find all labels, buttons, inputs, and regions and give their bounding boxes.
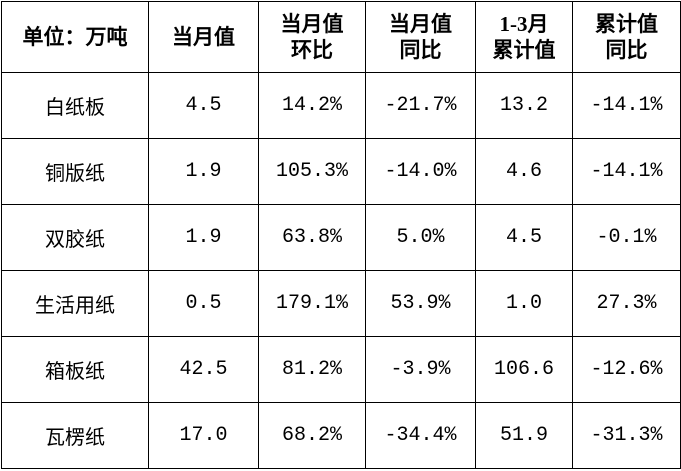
data-cell: 81.2%: [258, 336, 366, 403]
data-cell: 4.5: [148, 72, 259, 139]
table-row: 铜版纸 1.9 105.3% -14.0% 4.6 -14.1%: [1, 138, 681, 205]
header-text: 当月值: [280, 12, 344, 36]
table-row: 箱板纸 42.5 81.2% -3.9% 106.6 -12.6%: [1, 336, 681, 403]
header-cell: 当月值 同比: [365, 1, 476, 73]
data-cell: -34.4%: [365, 402, 476, 469]
data-cell: -14.0%: [365, 138, 476, 205]
data-cell: 105.3%: [258, 138, 366, 205]
table-row: 瓦楞纸 17.0 68.2% -34.4% 51.9 -31.3%: [1, 402, 681, 469]
row-label: 白纸板: [1, 72, 149, 139]
data-cell: 0.5: [148, 270, 259, 337]
data-cell: 1.9: [148, 138, 259, 205]
header-text: 1-3月: [499, 12, 549, 36]
data-cell: -14.1%: [572, 72, 681, 139]
data-cell: 17.0: [148, 402, 259, 469]
table-header: 单位：万吨 当月值 当月值 环比 当月值 同比 1-3月 累计值 累计值 同比: [1, 1, 681, 73]
row-label: 双胶纸: [1, 204, 149, 271]
table-row: 生活用纸 0.5 179.1% 53.9% 1.0 27.3%: [1, 270, 681, 337]
table-body: 白纸板 4.5 14.2% -21.7% 13.2 -14.1% 铜版纸 1.9 105.3% -…: [1, 72, 681, 469]
data-cell: 53.9%: [365, 270, 476, 337]
data-cell: 14.2%: [258, 72, 366, 139]
header-cell: 累计值 同比: [572, 1, 681, 73]
row-label: 铜版纸: [1, 138, 149, 205]
data-cell: 1.0: [475, 270, 573, 337]
data-cell: 63.8%: [258, 204, 366, 271]
data-cell: 4.5: [475, 204, 573, 271]
row-label: 箱板纸: [1, 336, 149, 403]
data-cell: 5.0%: [365, 204, 476, 271]
row-label: 生活用纸: [1, 270, 149, 337]
data-cell: 179.1%: [258, 270, 366, 337]
data-cell: -3.9%: [365, 336, 476, 403]
header-cell: 1-3月 累计值: [475, 1, 573, 73]
header-cell: 单位：万吨: [1, 1, 149, 73]
data-cell: -0.1%: [572, 204, 681, 271]
data-cell: 106.6: [475, 336, 573, 403]
header-text: 当月值: [172, 25, 235, 49]
data-cell: 51.9: [475, 402, 573, 469]
header-text: 环比: [291, 38, 333, 62]
row-label: 瓦楞纸: [1, 402, 149, 469]
data-cell: 1.9: [148, 204, 259, 271]
table-row: 双胶纸 1.9 63.8% 5.0% 4.5 -0.1%: [1, 204, 681, 271]
data-cell: 27.3%: [572, 270, 681, 337]
data-cell: 42.5: [148, 336, 259, 403]
header-text: 累计值: [492, 38, 556, 62]
data-cell: -21.7%: [365, 72, 476, 139]
header-text: 累计值: [595, 12, 658, 36]
header-text: 当月值: [389, 12, 452, 36]
header-text: 同比: [605, 38, 648, 62]
data-cell: 13.2: [475, 72, 573, 139]
table-row: 白纸板 4.5 14.2% -21.7% 13.2 -14.1%: [1, 72, 681, 139]
header-cell: 当月值 环比: [258, 1, 366, 73]
header-cell: 当月值: [148, 1, 259, 73]
data-cell: -12.6%: [572, 336, 681, 403]
data-cell: 68.2%: [258, 402, 366, 469]
data-cell: -31.3%: [572, 402, 681, 469]
data-cell: -14.1%: [572, 138, 681, 205]
header-text: 同比: [399, 38, 442, 62]
header-text: 单位：万吨: [22, 25, 128, 49]
data-cell: 4.6: [475, 138, 573, 205]
header-row: 单位：万吨 当月值 当月值 环比 当月值 同比 1-3月 累计值 累计值 同比: [1, 1, 681, 73]
